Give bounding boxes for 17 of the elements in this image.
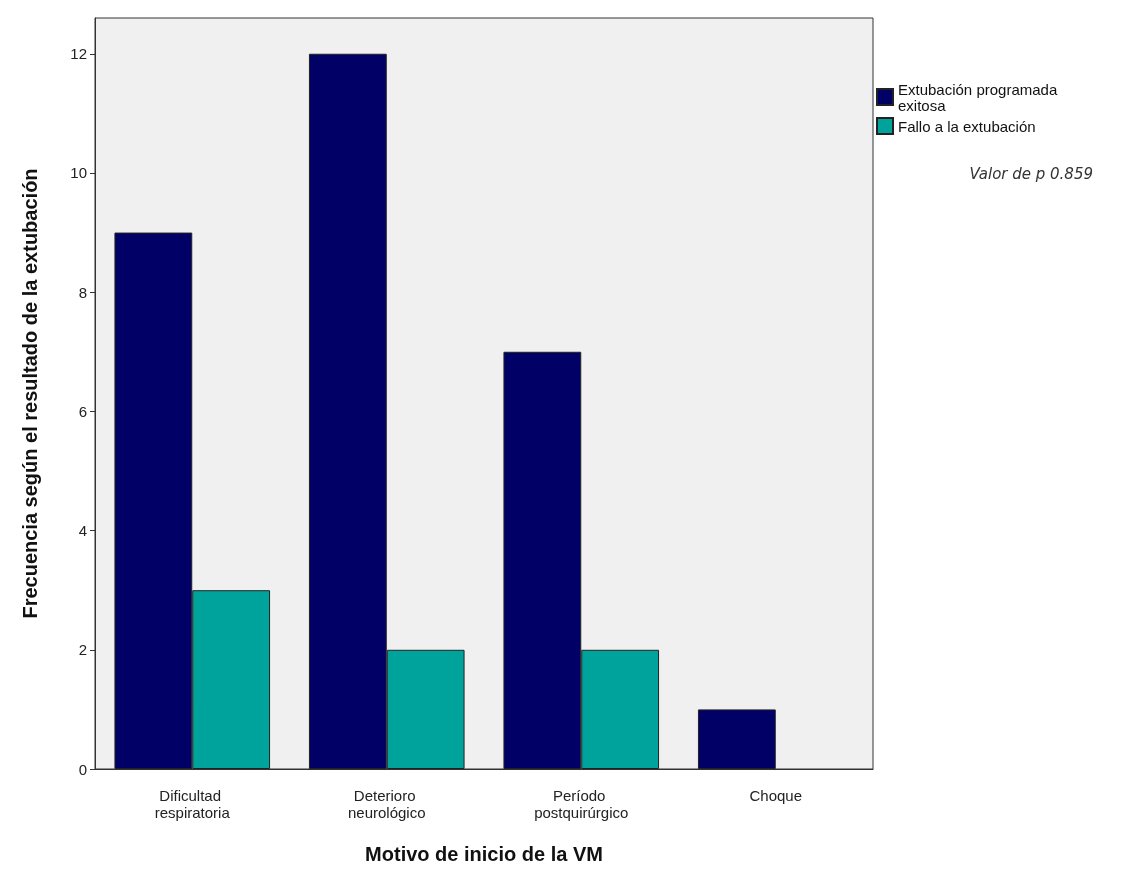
legend-label: Extubación programada exitosa <box>898 80 1062 114</box>
x-tick-label: Deterioro neurológico <box>347 787 426 821</box>
x-axis-title: Motivo de inicio de la VM <box>365 843 603 865</box>
y-tick-label: 0 <box>78 760 87 778</box>
text: Valor de p 0.859 <box>969 164 1094 183</box>
y-tick-label: 6 <box>78 402 87 420</box>
legend-label: Fallo a la extubación <box>898 117 1036 135</box>
x-tick-label: Dificultad respiratoria <box>154 787 231 821</box>
y-tick-label: 4 <box>78 522 87 540</box>
bar <box>697 709 776 769</box>
x-tick-label: Período postquirúrgico <box>534 787 629 821</box>
y-tick-label: 10 <box>70 164 87 182</box>
x-tick-label: Choque <box>749 787 803 804</box>
y-tick-label: 8 <box>78 283 87 301</box>
y-axis-title: Frecuencia según el resultado de la extubación <box>19 168 41 619</box>
y-tick-label: 12 <box>70 45 87 63</box>
y-tick-label: 2 <box>78 641 87 659</box>
